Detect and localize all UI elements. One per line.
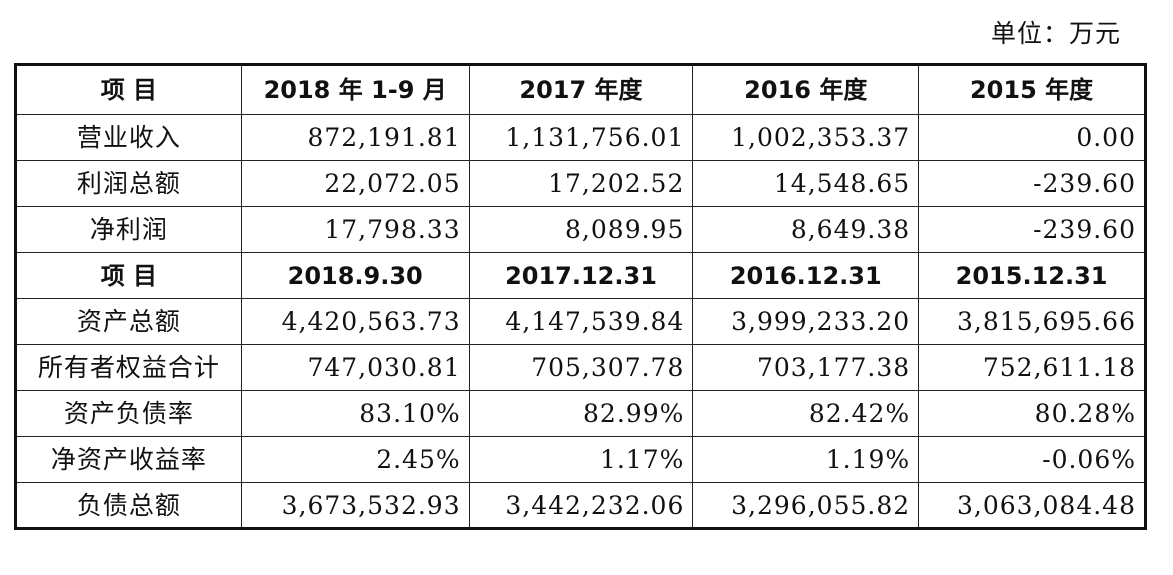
value-cell: 1.17% — [468, 436, 694, 483]
value-cell: 747,030.81 — [240, 344, 470, 391]
balance-header-row: 项 目 2018.9.30 2017.12.31 2016.12.31 2015… — [15, 252, 1146, 299]
table-row: 净利润 17,798.33 8,089.95 8,649.38 -239.60 — [15, 206, 1146, 253]
header-cell: 项 目 — [15, 64, 242, 115]
value-cell: 83.10% — [240, 390, 470, 437]
value-cell: 0.00 — [918, 114, 1146, 161]
table-row: 利润总额 22,072.05 17,202.52 14,548.65 -239.… — [15, 160, 1146, 207]
table-row: 净资产收益率 2.45% 1.17% 1.19% -0.06% — [15, 436, 1146, 483]
value-cell: 1,002,353.37 — [692, 114, 920, 161]
value-cell: 8,649.38 — [692, 206, 920, 253]
table-row: 营业收入 872,191.81 1,131,756.01 1,002,353.3… — [15, 114, 1146, 161]
table-row: 所有者权益合计 747,030.81 705,307.78 703,177.38… — [15, 344, 1146, 391]
value-cell: 8,089.95 — [468, 206, 694, 253]
header-cell: 2016.12.31 — [692, 252, 920, 299]
value-cell: 4,420,563.73 — [240, 298, 470, 345]
value-cell: 1.19% — [692, 436, 920, 483]
value-cell: 705,307.78 — [468, 344, 694, 391]
income-header-row: 项 目 2018 年 1-9 月 2017 年度 2016 年度 2015 年度 — [15, 64, 1146, 115]
value-cell: 17,202.52 — [468, 160, 694, 207]
row-label: 资产负债率 — [15, 390, 242, 437]
row-label: 负债总额 — [15, 482, 242, 529]
financial-summary-table: 项 目 2018 年 1-9 月 2017 年度 2016 年度 2015 年度… — [14, 63, 1147, 530]
value-cell: 3,999,233.20 — [692, 298, 920, 345]
header-cell: 项 目 — [15, 252, 242, 299]
header-cell: 2017 年度 — [468, 64, 694, 115]
row-label: 净资产收益率 — [15, 436, 242, 483]
value-cell: 82.99% — [468, 390, 694, 437]
table-row: 资产总额 4,420,563.73 4,147,539.84 3,999,233… — [15, 298, 1146, 345]
value-cell: -239.60 — [918, 206, 1146, 253]
unit-label: 单位：万元 — [990, 19, 1121, 48]
value-cell: 80.28% — [918, 390, 1146, 437]
value-cell: 3,815,695.66 — [918, 298, 1146, 345]
header-cell: 2015 年度 — [918, 64, 1146, 115]
value-cell: 3,673,532.93 — [240, 482, 470, 529]
header-cell: 2017.12.31 — [468, 252, 694, 299]
row-label: 净利润 — [15, 206, 242, 253]
header-cell: 2018.9.30 — [240, 252, 470, 299]
value-cell: 17,798.33 — [240, 206, 470, 253]
value-cell: 3,296,055.82 — [692, 482, 920, 529]
value-cell: -0.06% — [918, 436, 1146, 483]
row-label: 所有者权益合计 — [15, 344, 242, 391]
value-cell: -239.60 — [918, 160, 1146, 207]
value-cell: 3,063,084.48 — [918, 482, 1146, 529]
value-cell: 2.45% — [240, 436, 470, 483]
value-cell: 1,131,756.01 — [468, 114, 694, 161]
header-cell: 2016 年度 — [692, 64, 920, 115]
value-cell: 14,548.65 — [692, 160, 920, 207]
table-row: 负债总额 3,673,532.93 3,442,232.06 3,296,055… — [15, 482, 1146, 529]
value-cell: 82.42% — [692, 390, 920, 437]
row-label: 营业收入 — [15, 114, 242, 161]
value-cell: 703,177.38 — [692, 344, 920, 391]
value-cell: 3,442,232.06 — [468, 482, 694, 529]
table-row: 资产负债率 83.10% 82.99% 82.42% 80.28% — [15, 390, 1146, 437]
row-label: 利润总额 — [15, 160, 242, 207]
row-label: 资产总额 — [15, 298, 242, 345]
value-cell: 872,191.81 — [240, 114, 470, 161]
header-cell: 2018 年 1-9 月 — [240, 64, 470, 115]
value-cell: 22,072.05 — [240, 160, 470, 207]
value-cell: 4,147,539.84 — [468, 298, 694, 345]
header-cell: 2015.12.31 — [918, 252, 1146, 299]
value-cell: 752,611.18 — [918, 344, 1146, 391]
